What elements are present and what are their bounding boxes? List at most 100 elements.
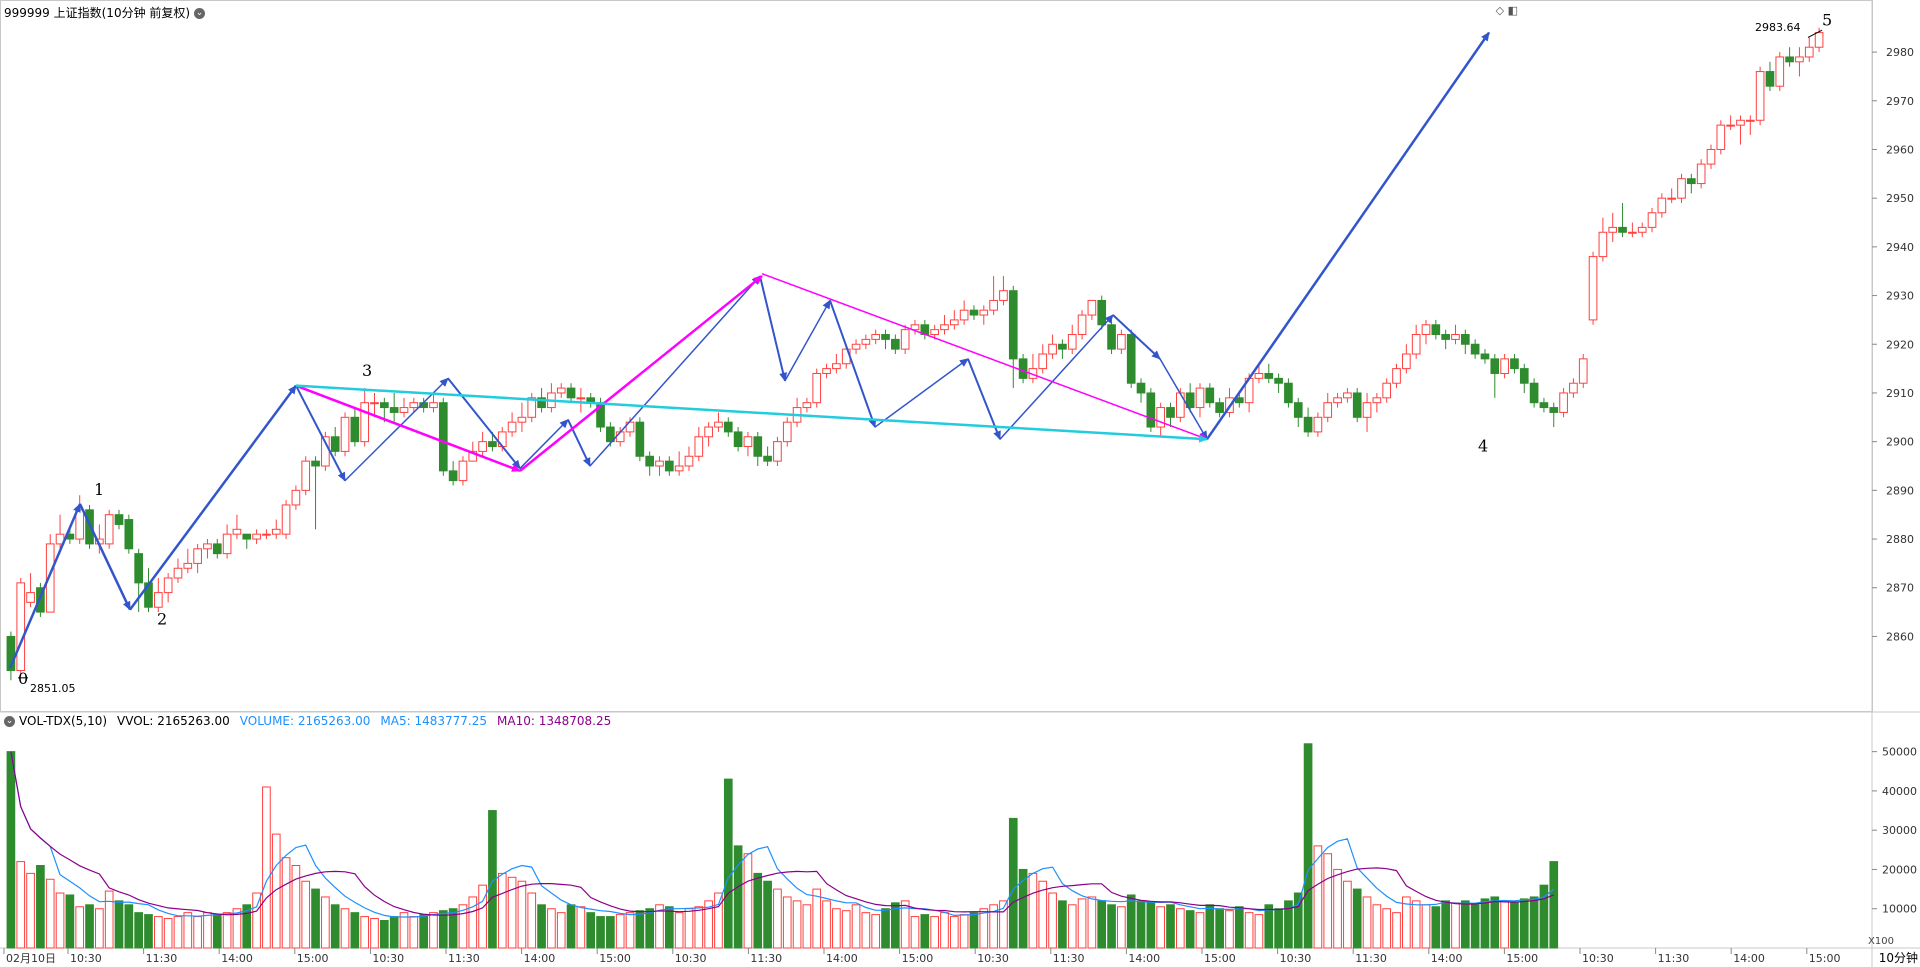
volume-bar	[871, 914, 881, 949]
volume-bar	[232, 908, 242, 949]
time-tick-label: 10:30	[70, 952, 102, 965]
candle-body	[1647, 212, 1657, 228]
volume-bar	[694, 906, 704, 949]
volume-bar	[55, 892, 65, 949]
volume-bar	[104, 890, 114, 949]
diamond-icon[interactable]: ◇	[1495, 4, 1505, 17]
volume-bar	[1077, 898, 1087, 949]
volume-bar	[1117, 906, 1126, 949]
candle-body	[330, 436, 340, 452]
candle-body	[1421, 324, 1431, 336]
price-tick-label: 2940	[1886, 241, 1914, 254]
candle-body	[1736, 119, 1745, 126]
volume-bar	[999, 900, 1008, 949]
wave-label: 2	[157, 609, 167, 628]
volume-bar	[1539, 884, 1549, 949]
volume-bar	[1451, 902, 1460, 949]
chart-corner-controls[interactable]: ◇ ◧	[1496, 4, 1518, 17]
volume-bar	[1087, 896, 1097, 949]
wave-0-1	[8, 503, 82, 669]
candle-body	[861, 338, 871, 345]
volume-bar	[576, 906, 586, 949]
wave-2-3	[128, 384, 298, 611]
volume-bar	[350, 912, 360, 949]
candle-body	[1352, 392, 1362, 418]
volume-bar	[1343, 880, 1352, 949]
sub-wave	[784, 299, 831, 382]
volume-bar	[900, 900, 910, 949]
volume-bar	[1018, 868, 1028, 949]
candle-body	[6, 635, 16, 672]
volume-bar	[949, 916, 959, 949]
time-tick-label: 15:00	[902, 952, 934, 965]
candle-body	[1539, 402, 1549, 409]
time-tick-label: 10:30	[372, 952, 404, 965]
candle-body	[478, 441, 487, 452]
price-tick-label: 2980	[1886, 46, 1914, 59]
volume-bar	[792, 900, 802, 949]
time-tick-label: 11:30	[750, 952, 782, 965]
candle-body	[1696, 163, 1706, 185]
volume-bar	[1107, 904, 1116, 949]
candles[interactable]	[6, 27, 1824, 681]
period-label[interactable]: 10分钟	[1878, 951, 1918, 965]
volume-bar	[1028, 872, 1038, 949]
candle-body	[851, 343, 861, 350]
chevron-down-icon[interactable]: ⌄	[4, 716, 15, 727]
volume-bar	[95, 908, 104, 949]
volume-bar	[1529, 896, 1539, 949]
volume-bar	[1048, 892, 1057, 949]
candle-body	[891, 338, 900, 350]
cyan-trendline	[295, 384, 1208, 443]
volume-bar	[360, 916, 370, 949]
volume-bar	[1175, 908, 1185, 949]
volume-bar	[26, 872, 35, 949]
candle-body	[881, 334, 890, 340]
volume-bar	[763, 880, 772, 949]
volume-bar	[625, 912, 635, 949]
candle-body	[1588, 256, 1598, 321]
candle-body	[1323, 402, 1333, 418]
candle-body	[507, 421, 517, 433]
chevron-down-icon[interactable]: ⌄	[194, 8, 206, 19]
candle-body	[940, 324, 949, 331]
candle-body	[380, 402, 389, 409]
volume-bar	[75, 906, 85, 949]
candle-body	[782, 421, 792, 443]
candle-body	[822, 368, 831, 374]
time-tick-label: 14:00	[1431, 952, 1463, 965]
candle-body	[1402, 353, 1411, 370]
volume-bar	[881, 908, 890, 949]
volume-bar	[1441, 900, 1450, 949]
candle-body	[802, 402, 812, 409]
high-price-label: 2983.64	[1755, 21, 1801, 34]
candle-body	[124, 519, 134, 550]
candle-body	[1795, 56, 1804, 63]
candle-body	[1205, 387, 1215, 404]
high-price-marker	[1807, 29, 1823, 38]
volume-bar	[36, 865, 45, 949]
sub-wave	[295, 385, 346, 482]
volume-bar	[311, 888, 320, 949]
volume-bar	[438, 910, 448, 949]
candle-body	[262, 533, 271, 536]
candle-body	[163, 577, 173, 594]
candle-body	[1077, 314, 1087, 336]
volume-bar	[271, 833, 281, 949]
volume-bar	[1126, 894, 1136, 949]
candle-body	[1215, 402, 1224, 413]
volume-bar	[1067, 904, 1077, 949]
volume-bar	[478, 884, 487, 949]
sub-wave	[999, 314, 1114, 440]
candle-body	[1441, 334, 1450, 340]
volume-bar	[684, 908, 694, 949]
candle-body	[1569, 382, 1578, 394]
volume-bars[interactable]	[6, 743, 1559, 949]
volume-bar	[1470, 904, 1480, 949]
candle-body	[153, 592, 163, 608]
volume-bar	[183, 912, 193, 949]
window-icon[interactable]: ◧	[1507, 4, 1518, 17]
volume-bar	[1352, 888, 1362, 949]
price-tick-label: 2860	[1886, 630, 1914, 643]
